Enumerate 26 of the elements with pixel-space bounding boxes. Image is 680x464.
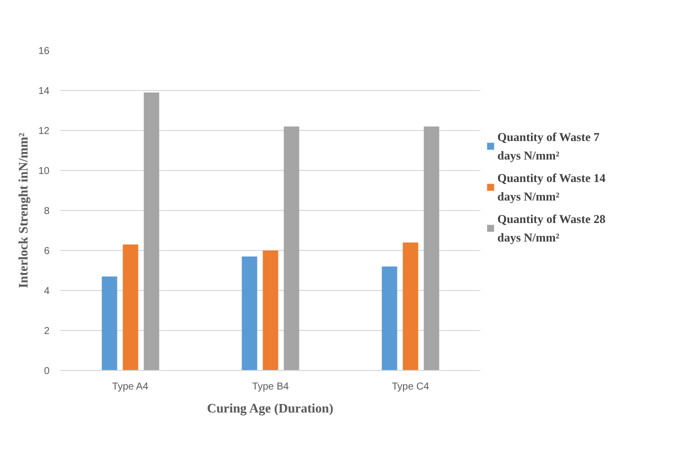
bar xyxy=(102,276,118,370)
y-tick-label: 2 xyxy=(44,326,50,337)
bar xyxy=(262,250,278,370)
x-tick-label: Type A4 xyxy=(112,382,149,392)
y-tick-label: 0 xyxy=(44,366,50,377)
bar xyxy=(382,266,398,370)
y-tick-label: 6 xyxy=(44,246,50,257)
y-tick-label: 12 xyxy=(38,126,50,137)
x-axis-title: Curing Age (Duration) xyxy=(206,400,334,416)
legend-label: Quantity of Waste 7 days N/mm² xyxy=(497,130,600,162)
bar xyxy=(242,256,258,370)
y-tick-label: 14 xyxy=(38,86,50,97)
y-tick-label: 8 xyxy=(44,206,50,217)
x-tick-label: Type C4 xyxy=(392,382,430,392)
y-tick-label: 10 xyxy=(38,166,50,177)
y-axis-title: Interlock Strenght inN/mm² xyxy=(15,132,30,288)
bar xyxy=(122,244,138,370)
bar xyxy=(284,126,300,370)
bar xyxy=(424,126,440,370)
y-tick-label: 4 xyxy=(44,286,50,297)
bar xyxy=(402,242,418,370)
bar xyxy=(144,92,160,370)
legend-label: Quantity of Waste 28 days N/mm² xyxy=(497,212,606,244)
legend-label: Quantity of Waste 14 days N/mm² xyxy=(497,171,606,204)
x-tick-label: Type B4 xyxy=(252,382,290,392)
y-tick-label: 16 xyxy=(38,46,50,57)
